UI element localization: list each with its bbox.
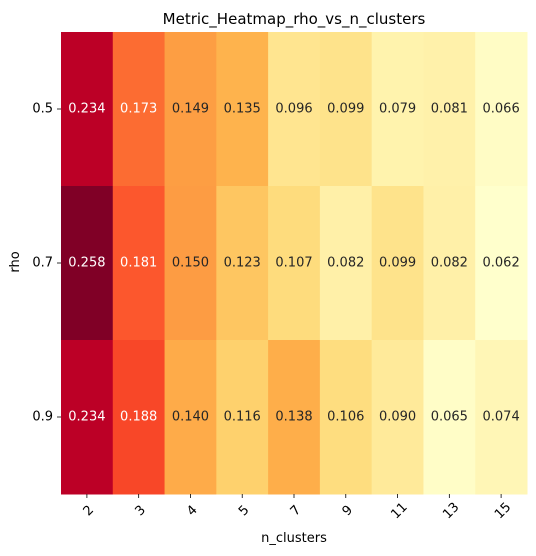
x-tick-label: 3 (132, 503, 148, 519)
heatmap-cell (61, 32, 114, 187)
cell-value-label: 0.099 (327, 102, 364, 117)
heatmap-cell (268, 340, 321, 495)
cell-value-label: 0.116 (224, 410, 261, 425)
x-axis-ticks: 2 3 4 5 7 9 11 13 15 (81, 494, 514, 522)
x-tick-label: 11 (388, 500, 410, 522)
cell-value-label: 0.258 (68, 256, 105, 271)
heatmap-cell (164, 340, 217, 495)
heatmap-cell (371, 340, 424, 495)
cell-value-label: 0.138 (275, 410, 312, 425)
cell-value-label: 0.234 (68, 410, 105, 425)
y-axis-ticks: 0.5 0.7 0.9 (32, 102, 61, 425)
heatmap-cell (423, 32, 476, 187)
x-tick-label: 5 (236, 503, 252, 519)
y-tick-label: 0.7 (32, 256, 53, 271)
cell-value-label: 0.188 (120, 410, 157, 425)
heatmap-cell (216, 186, 269, 341)
cell-value-label: 0.140 (172, 410, 209, 425)
cell-value-label: 0.074 (483, 410, 520, 425)
cell-value-label: 0.082 (431, 256, 468, 271)
x-tick-label: 7 (288, 503, 304, 519)
heatmap-cell-labels: 0.234 0.173 0.149 0.135 0.096 0.099 0.079 0.081… (68, 102, 519, 425)
cell-value-label: 0.150 (172, 256, 209, 271)
heatmap-cell (268, 32, 321, 187)
heatmap-cell (475, 186, 528, 341)
x-tick-label: 15 (492, 500, 514, 522)
cell-value-label: 0.123 (224, 256, 261, 271)
heatmap-cell (164, 32, 217, 187)
y-tick-label: 0.5 (32, 102, 53, 117)
x-tick-label: 13 (440, 500, 462, 522)
x-tick-label: 2 (81, 503, 97, 519)
chart-title: Metric_Heatmap_rho_vs_n_clusters (163, 10, 426, 29)
heatmap-cell (319, 32, 373, 187)
cell-value-label: 0.149 (172, 102, 209, 117)
cell-value-label: 0.107 (275, 256, 312, 271)
cell-value-label: 0.106 (327, 410, 364, 425)
cell-value-label: 0.065 (431, 410, 468, 425)
cell-value-label: 0.173 (120, 102, 157, 117)
x-tick-label: 9 (340, 503, 356, 519)
heatmap-cell (216, 340, 269, 495)
heatmap-cell (423, 186, 476, 341)
cell-value-label: 0.135 (224, 102, 261, 117)
cell-value-label: 0.234 (68, 102, 105, 117)
cell-value-label: 0.062 (483, 256, 520, 271)
heatmap-cell (371, 186, 424, 341)
y-tick-label: 0.9 (32, 410, 53, 425)
heatmap-cell (475, 32, 528, 187)
cell-value-label: 0.096 (275, 102, 312, 117)
heatmap-cell (61, 340, 114, 495)
cell-value-label: 0.090 (379, 410, 416, 425)
cell-value-label: 0.066 (483, 102, 520, 117)
heatmap-cell (268, 186, 321, 341)
heatmap-cell (371, 32, 424, 187)
x-axis-label: n_clusters (261, 531, 327, 546)
cell-value-label: 0.082 (327, 256, 364, 271)
x-tick-label: 4 (184, 503, 200, 519)
heatmap-cell (475, 340, 528, 495)
heatmap-cell (319, 340, 373, 495)
cell-value-label: 0.081 (431, 102, 468, 117)
cell-value-label: 0.181 (120, 256, 157, 271)
heatmap-cell (423, 340, 476, 495)
heatmap-cell (112, 340, 166, 495)
heatmap-cell (61, 186, 114, 341)
heatmap-cells (61, 32, 528, 495)
y-axis-label: rho (8, 251, 23, 272)
cell-value-label: 0.079 (379, 102, 416, 117)
heatmap-cell (112, 32, 166, 187)
heatmap-cell (216, 32, 269, 187)
heatmap-cell (319, 186, 373, 341)
cell-value-label: 0.099 (379, 256, 416, 271)
heatmap-cell (112, 186, 166, 341)
heatmap-cell (164, 186, 217, 341)
